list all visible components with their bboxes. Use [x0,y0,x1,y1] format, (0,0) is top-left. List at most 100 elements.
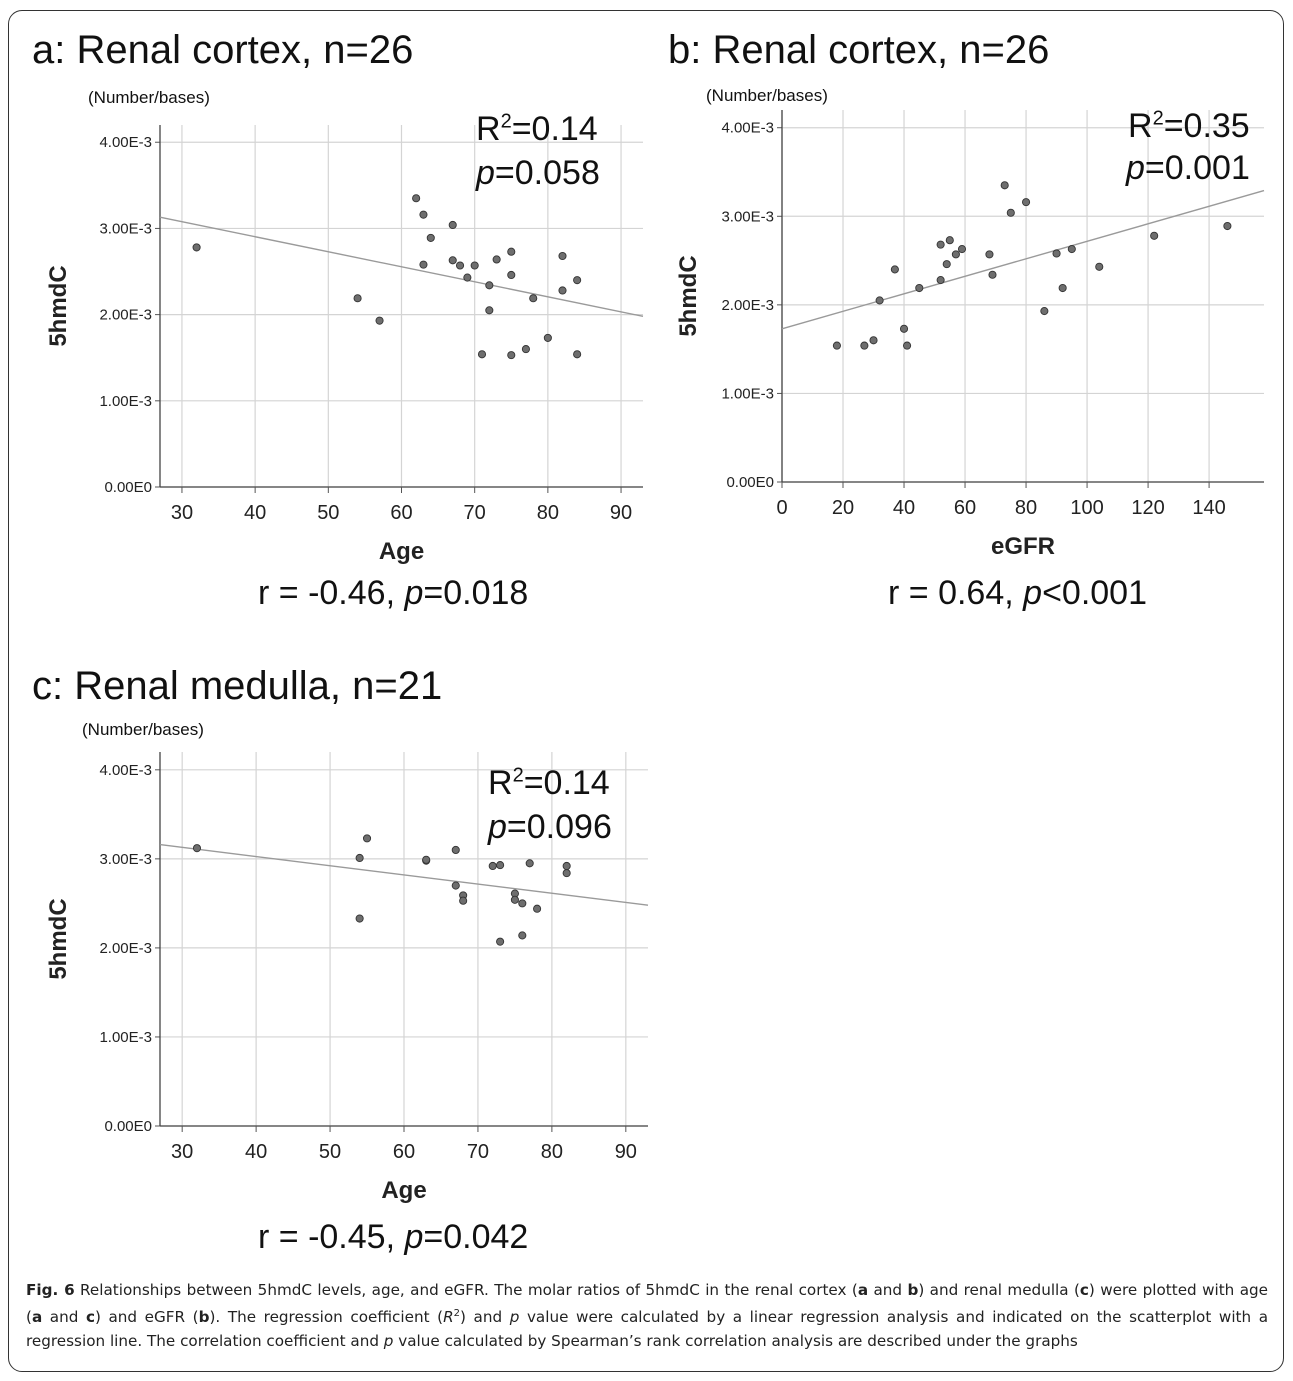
y-tick-label: 2.00E-3 [99,307,152,324]
data-point [562,869,571,878]
x-tick-label: 90 [610,502,632,524]
regression-line [159,216,644,318]
y-tick-label: 0.00E0 [104,1118,152,1135]
data-point [412,194,421,203]
y-tick-label: 4.00E-3 [99,762,152,779]
data-point [355,914,364,923]
data-point [459,896,468,905]
data-point [485,306,494,315]
y-tick-label: 0.00E0 [726,474,774,491]
x-tick-label: 40 [244,502,266,524]
data-point [1022,198,1031,207]
data-point [860,341,869,350]
x-axis-title: Age [379,538,424,565]
panel-a-p-value: p=0.058 [476,154,600,192]
x-axis-title: Age [381,1177,426,1204]
panel-c-r-squared: R2=0.14 [488,764,610,802]
panel-b-p-value: p=0.001 [1126,149,1250,187]
x-tick-label: 120 [1131,497,1164,519]
data-point [573,350,582,359]
data-point [875,296,884,305]
data-point [451,881,460,890]
x-tick-label: 0 [776,497,787,519]
x-tick-label: 40 [893,497,915,519]
data-point [1052,249,1061,258]
data-point [463,273,472,282]
data-point [496,861,505,870]
data-point [470,261,479,270]
data-point [903,341,912,350]
x-tick-label: 50 [319,1141,341,1163]
data-point [525,859,534,868]
data-point [507,270,516,280]
data-point [419,260,428,269]
data-point [1067,245,1076,254]
data-point [558,286,567,295]
x-tick-label: 60 [393,1141,415,1163]
data-point [448,256,457,265]
data-point [957,245,967,254]
data-point [562,861,571,871]
data-point [899,324,909,333]
x-tick-label: 60 [390,502,412,524]
data-point [533,904,542,913]
data-point [488,861,497,871]
y-tick-label: 1.00E-3 [99,393,152,410]
data-point [890,265,899,274]
x-tick-label: 100 [1070,497,1103,519]
data-point [507,247,516,256]
data-point [1095,262,1104,271]
panel-c-correlation: r = -0.45, p=0.042 [258,1218,529,1256]
y-tick-label: 3.00E-3 [99,220,152,237]
panel-b-scatter-plot: 0 20 40 60 80 100 120 140 0.00E0 1.00E-3 2.00E-3 3.… [675,110,1265,560]
data-point [375,316,384,325]
figure-label: Fig. 6 [26,1281,75,1299]
panel-b-correlation: r = 0.64, p<0.001 [888,574,1148,612]
panel-a-scatter-plot: 30 40 50 60 70 80 90 0.00E0 1.00E-3 2.00E-3 3.00E-… [45,125,644,565]
panel-c-scatter-plot: 30 40 50 60 70 80 90 0.00E0 1.00E-3 2.00E-3 3.00E-… [45,752,649,1204]
data-point [426,233,435,242]
data-point [521,345,530,354]
data-point [558,251,567,261]
data-point [455,261,465,270]
y-tick-label: 2.00E-3 [99,940,152,957]
data-point [362,834,372,843]
panel-a-title: a: Renal cortex, n=26 [32,28,414,72]
x-tick-label: 80 [537,502,559,524]
x-tick-label: 90 [615,1141,637,1163]
data-point [1150,231,1159,240]
panel-c-unit-label: (Number/bases) [82,720,204,739]
panel-b-title: b: Renal cortex, n=26 [668,28,1050,72]
x-tick-label: 80 [541,1141,563,1163]
data-point [192,243,201,252]
data-point [988,270,997,279]
data-point [496,937,505,946]
data-point [869,336,878,345]
data-point [945,236,954,245]
y-tick-label: 1.00E-3 [721,385,774,402]
data-point [942,260,951,269]
y-tick-label: 3.00E-3 [99,851,152,868]
regression-line [159,843,649,906]
y-axis-title: 5hmdC [675,255,702,336]
data-point [492,255,501,264]
y-axis-title: 5hmdC [45,265,72,346]
panel-a-correlation: r = -0.46, p=0.018 [258,574,529,612]
data-point [353,294,362,303]
panel-a-r-squared: R2=0.14 [476,110,598,148]
data-point [1000,181,1009,190]
x-tick-label: 40 [245,1141,267,1163]
data-point [422,855,431,864]
x-tick-label: 30 [171,502,193,524]
x-tick-label: 20 [832,497,854,519]
data-point [985,250,994,259]
panel-b-unit-label: (Number/bases) [706,86,828,105]
panel-c-p-value: p=0.096 [488,808,612,846]
y-tick-label: 4.00E-3 [721,120,774,137]
y-axis-title: 5hmdC [45,898,72,979]
y-tick-label: 4.00E-3 [99,134,152,151]
data-point [543,333,552,342]
x-tick-label: 80 [1015,497,1037,519]
data-point [936,276,945,285]
data-point [832,341,841,350]
